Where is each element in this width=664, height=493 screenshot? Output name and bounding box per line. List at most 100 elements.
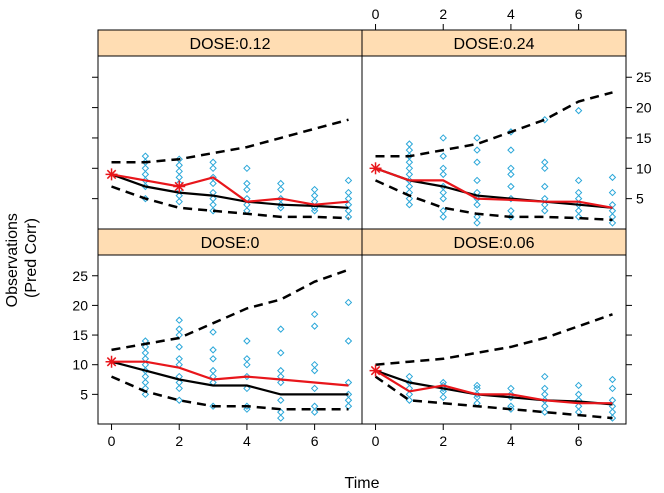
observation-point (541, 390, 549, 399)
pi-lower-line (111, 185, 349, 220)
x-tick-label: 6 (575, 6, 583, 22)
observed-median-marker (105, 355, 118, 368)
observation-point (209, 201, 217, 209)
observation-point (507, 164, 515, 173)
marker-stroke (106, 169, 117, 180)
observation-point (473, 201, 481, 209)
observation-point (175, 396, 183, 404)
panel-frame (361, 254, 627, 425)
observation-point (243, 337, 251, 345)
observation-point (405, 201, 414, 209)
x-tick-label: 2 (439, 433, 447, 449)
y-tick-label: 10 (72, 357, 88, 373)
y-axis-title-line-1: Observations (4, 213, 21, 307)
y-axis-title: Observations (Pred Corr) (4, 209, 40, 308)
panel-strip (97, 29, 363, 57)
observed-median-marker (105, 168, 118, 181)
observation-point (141, 170, 150, 179)
x-tick-label: 4 (507, 433, 515, 449)
panel-strip (361, 29, 627, 57)
observation-point (507, 384, 515, 393)
x-tick-label: 0 (372, 6, 380, 22)
panels: DOSE:0.12 DOSE:0.24 DOSE:0 DOSE:0.06 (97, 29, 627, 425)
observed-median-line (375, 167, 613, 209)
observation-point (277, 185, 285, 194)
panel-strip-label: DOSE:0.06 (454, 235, 535, 252)
panel-3: DOSE:0.06 (361, 228, 627, 425)
observation-point (574, 188, 583, 197)
observation-point (541, 207, 549, 215)
predicted-median-line (111, 360, 349, 396)
pi-upper-line (111, 118, 349, 164)
observation-point (541, 402, 549, 410)
observation-point (310, 360, 319, 369)
pi-lower-line (110, 375, 349, 411)
axes: 0 2 4 6 0 2 4 6 0 2 4 6 5 10 15 20 25 5 10 15 20 25 (72, 6, 651, 449)
observation-point (141, 164, 150, 173)
panel-strip (361, 228, 627, 256)
observation-point (310, 366, 319, 375)
observation-point (507, 146, 515, 154)
observation-point (243, 372, 251, 381)
observation-point (608, 384, 617, 393)
observed-median-marker (369, 364, 382, 377)
observation-point (439, 188, 447, 197)
observation-point (608, 219, 617, 227)
observation-point (141, 152, 150, 160)
predicted-median-line (375, 369, 613, 406)
observation-point (344, 188, 353, 197)
observation-point (209, 164, 217, 173)
observation-point (541, 372, 549, 381)
y-axis-left-1: 5 10 15 20 25 (72, 268, 632, 402)
observed-median-marker (173, 180, 186, 193)
x-axis-top-1: 0 2 4 6 (372, 6, 583, 30)
pi-upper-line (375, 91, 613, 158)
marker-stroke (370, 163, 381, 174)
observation-point (209, 158, 217, 166)
observation-point (209, 346, 217, 354)
observation-point (310, 185, 319, 194)
panel-strip (97, 228, 363, 256)
observation-point (574, 213, 583, 221)
observation-point (574, 381, 583, 390)
observation-point (405, 158, 414, 166)
observation-point (243, 384, 251, 393)
observation-point (473, 146, 481, 154)
observed-median-line (111, 360, 349, 387)
observation-points (405, 106, 617, 227)
observation-point (243, 185, 251, 194)
observation-point (541, 164, 549, 173)
panel-1: DOSE:0.24 (361, 29, 627, 230)
observation-point (310, 384, 319, 393)
observation-point (243, 405, 251, 413)
observation-point (473, 158, 481, 166)
observation-point (574, 207, 583, 215)
marker-stroke (370, 365, 381, 376)
observation-point (405, 372, 414, 381)
observation-point (175, 197, 183, 206)
pi-lower-line (374, 375, 613, 420)
observation-point (473, 176, 481, 185)
y-tick-label: 15 (72, 327, 88, 343)
x-axis-bottom-1: 0 2 4 6 (372, 424, 583, 449)
y-tick-label: 20 (636, 100, 652, 116)
y-tick-label: 25 (636, 69, 652, 85)
observation-point (175, 161, 183, 169)
observation-point (541, 182, 549, 191)
y-tick-label: 10 (636, 160, 652, 176)
x-tick-label: 0 (372, 433, 380, 449)
observation-point (405, 182, 414, 191)
observation-point (574, 390, 583, 399)
observed-median-line (111, 173, 349, 206)
observation-point (405, 146, 414, 154)
panel-strip-label: DOSE:0.12 (190, 36, 271, 53)
observation-point (175, 384, 183, 393)
observation-point (310, 322, 319, 330)
observation-point (344, 194, 353, 203)
observation-point (344, 176, 353, 185)
observation-point (405, 164, 414, 173)
pi-upper-line (111, 268, 349, 352)
x-tick-label: 6 (575, 433, 583, 449)
x-tick-label: 4 (243, 433, 251, 449)
